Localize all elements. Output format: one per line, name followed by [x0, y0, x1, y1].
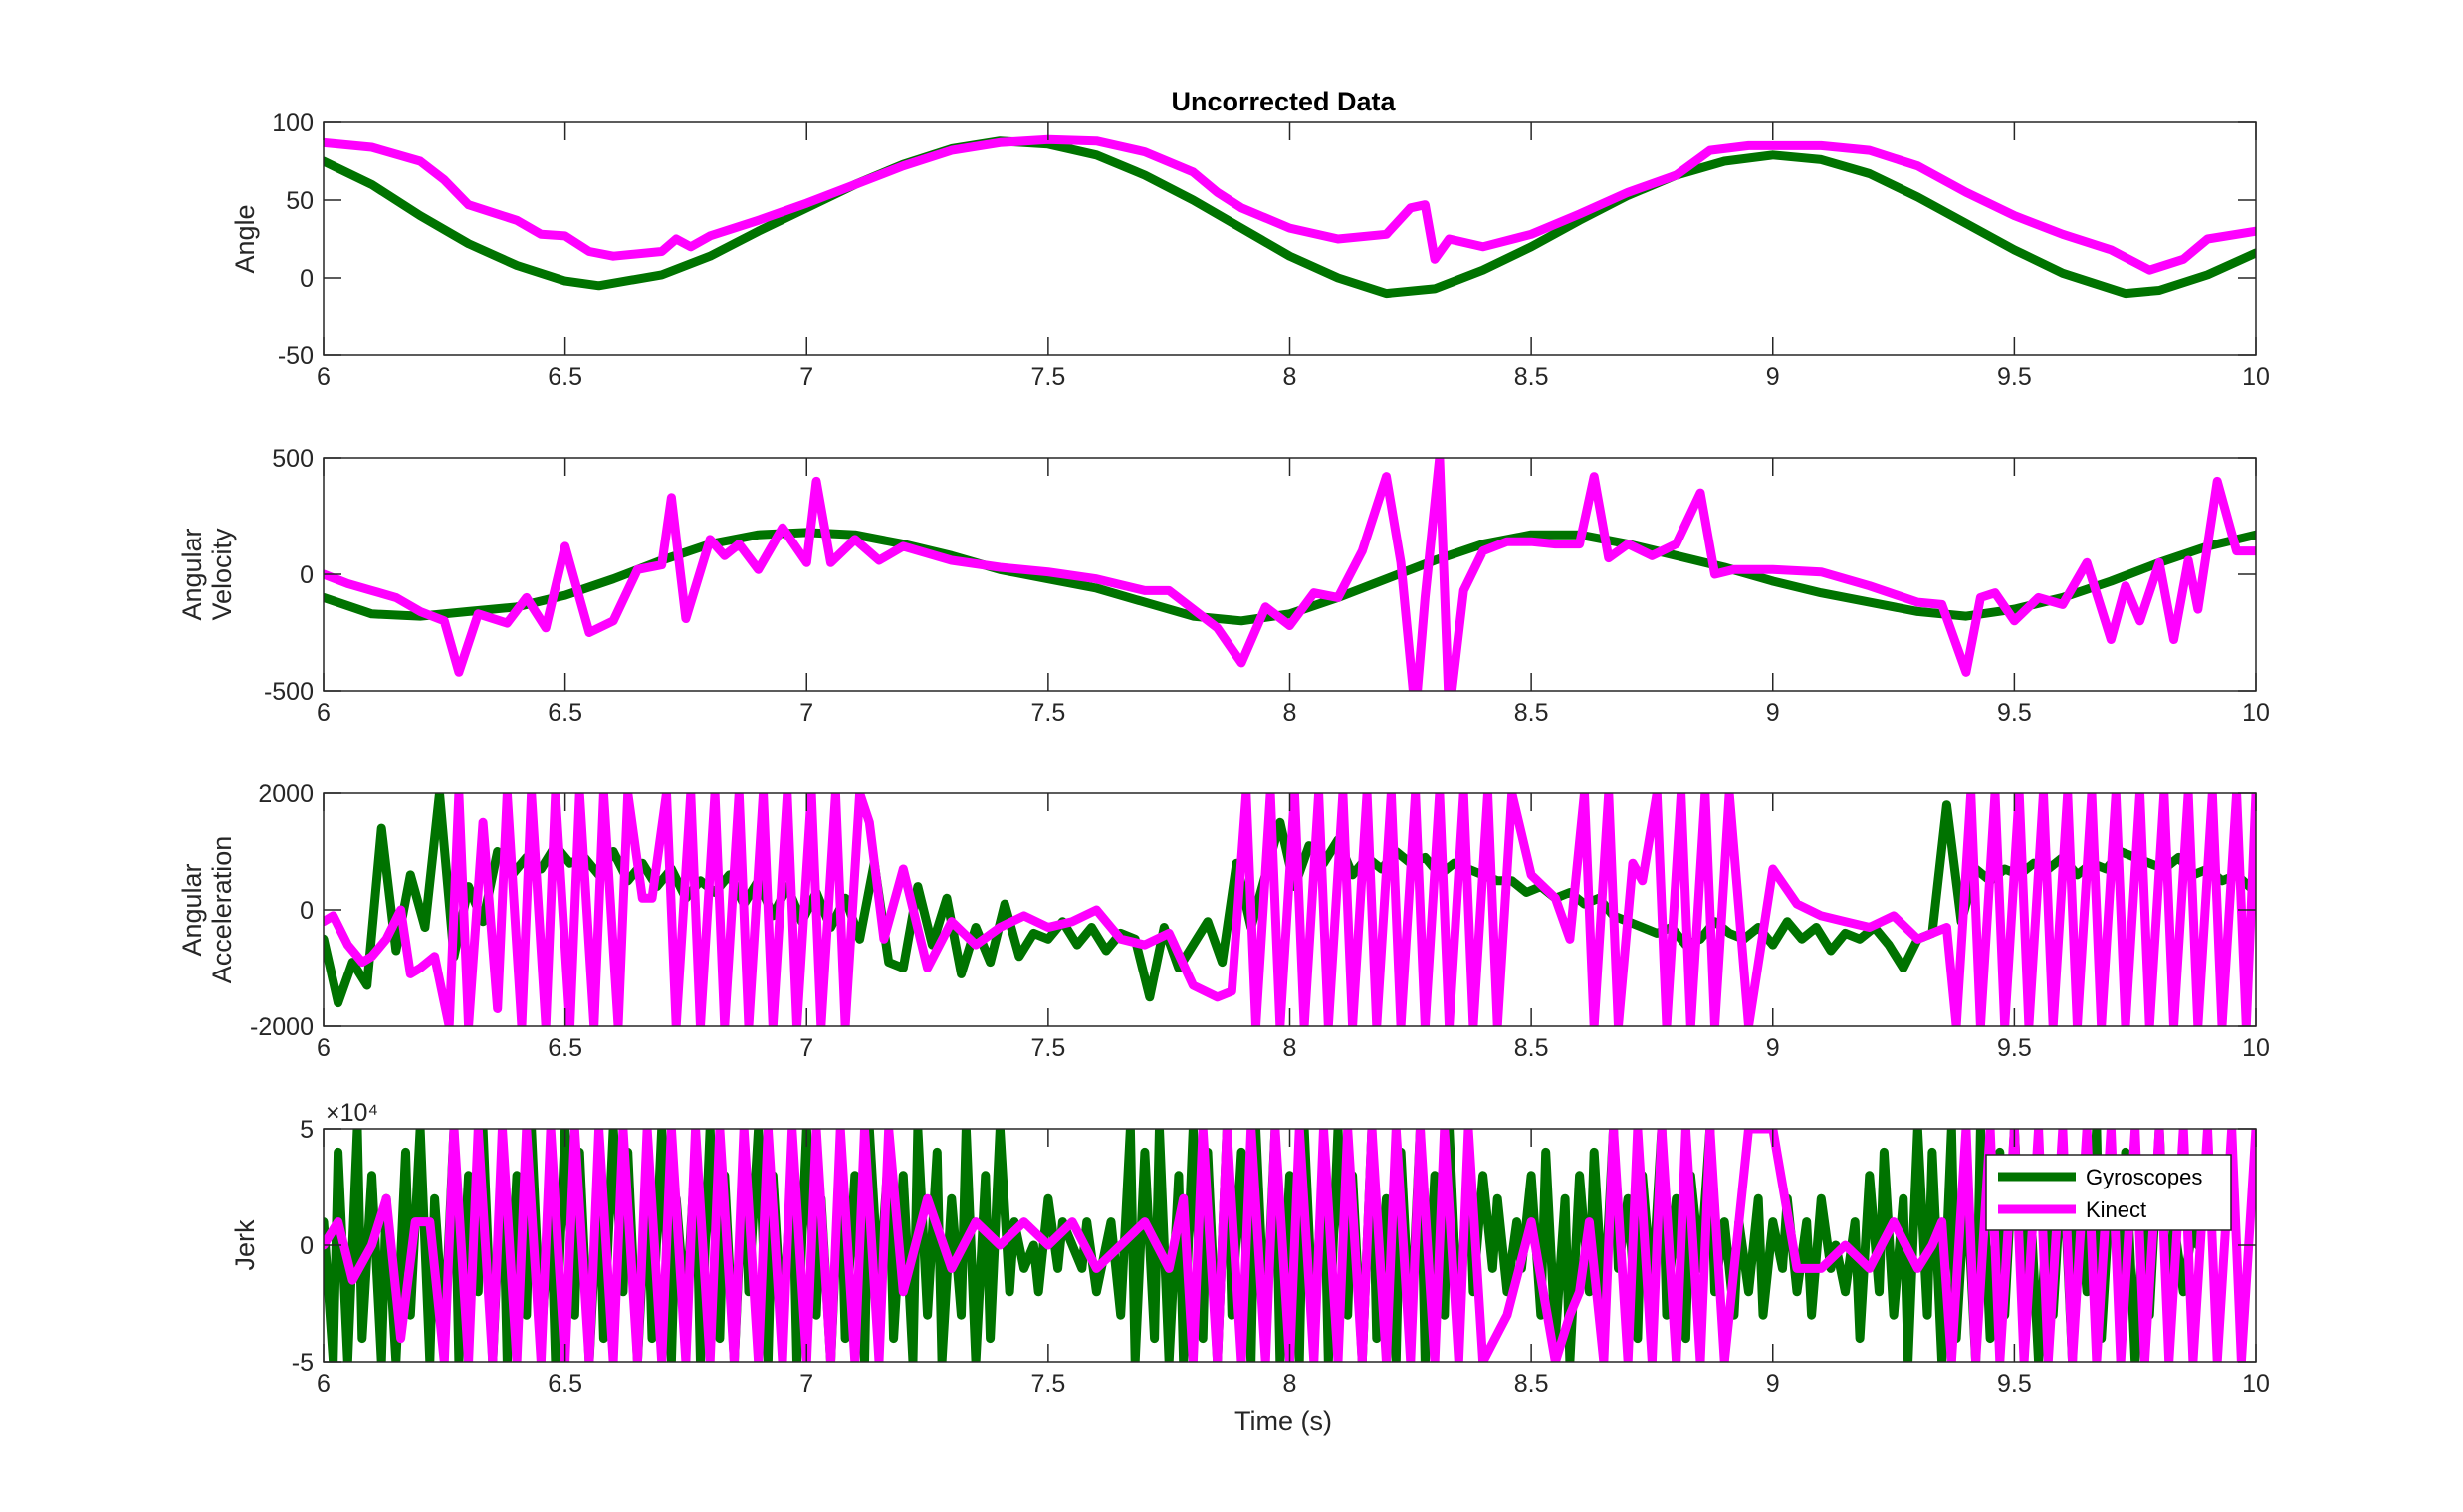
x-tick-label: 7.5 [1030, 1034, 1065, 1062]
x-tick-label: 9 [1766, 1370, 1780, 1398]
x-tick-label: 10 [2242, 1370, 2270, 1398]
x-tick-label: 7 [799, 1370, 813, 1398]
y-axis-label: Angular [177, 528, 207, 620]
subplot-1: 6 6.5 7 7.5 8 8.5 9 9.5 10 -50 0 50 100 Angle [230, 109, 2270, 391]
x-tick-label: 6.5 [548, 1370, 582, 1398]
x-tick-label: 9 [1766, 1034, 1780, 1062]
x-tick-label: 8 [1283, 1370, 1297, 1398]
x-tick-label: 6 [317, 699, 331, 727]
x-tick-label: 7.5 [1030, 363, 1065, 391]
x-axis-label: Time (s) [1234, 1406, 1332, 1436]
x-tick-label: 6 [317, 1370, 331, 1398]
series-line-kinect [324, 793, 2256, 1026]
x-tick-label: 9 [1766, 699, 1780, 727]
x-tick-label: 10 [2242, 1034, 2270, 1062]
x-tick-label: 8.5 [1514, 1034, 1549, 1062]
x-tick-label: 7.5 [1030, 1370, 1065, 1398]
x-tick-label: 8.5 [1514, 1370, 1549, 1398]
subplot-3: 6 6.5 7 7.5 8 8.5 9 9.5 10 -2000 0 2000 Angular Accel… [177, 780, 2270, 1062]
y-tick-label: -2000 [250, 1013, 314, 1041]
subplot-2: 6 6.5 7 7.5 8 8.5 9 9.5 10 -500 0 500 Angular Velocit… [177, 445, 2270, 727]
x-tick-label: 9.5 [1997, 363, 2032, 391]
x-tick-label: 6.5 [548, 1034, 582, 1062]
legend-label-gyroscopes: Gyroscopes [2086, 1165, 2202, 1189]
y-tick-label: -5 [292, 1349, 314, 1377]
legend-box [1985, 1154, 2232, 1231]
x-tick-label: 9 [1766, 363, 1780, 391]
x-tick-label: 8 [1283, 699, 1297, 727]
y-axis-label: Jerk [230, 1219, 260, 1271]
y-tick-label: 0 [300, 265, 314, 293]
x-tick-label: 6 [317, 363, 331, 391]
legend-label-kinect: Kinect [2086, 1197, 2146, 1222]
x-tick-label: 9.5 [1997, 699, 2032, 727]
x-tick-label: 6.5 [548, 699, 582, 727]
x-tick-label: 6 [317, 1034, 331, 1062]
x-tick-label: 7 [799, 363, 813, 391]
y-tick-label: 2000 [258, 780, 314, 808]
series-line-gyroscopes [324, 136, 2256, 299]
x-tick-label: 7 [799, 1034, 813, 1062]
y-axis-exponent: ×10⁴ [326, 1099, 378, 1127]
y-tick-label: 5 [300, 1116, 314, 1144]
x-tick-label: 8.5 [1514, 363, 1549, 391]
legend: Gyroscopes Kinect [1985, 1154, 2232, 1231]
x-tick-label: 7.5 [1030, 699, 1065, 727]
x-tick-label: 9.5 [1997, 1034, 2032, 1062]
y-axis-label: Angle [230, 204, 260, 273]
x-tick-label: 10 [2242, 363, 2270, 391]
series-line-kinect [324, 1129, 2256, 1362]
x-tick-label: 8 [1283, 363, 1297, 391]
series-line-kinect [324, 134, 2256, 275]
x-tick-label: 9.5 [1997, 1370, 2032, 1398]
y-tick-label: 0 [300, 897, 314, 925]
y-tick-label: 100 [272, 109, 314, 137]
y-tick-label: -500 [264, 678, 314, 706]
x-tick-label: 10 [2242, 699, 2270, 727]
chart-title: Uncorrected Data [1171, 87, 1396, 116]
subplot-4: 6 6.5 7 7.5 8 8.5 9 9.5 10 -5 0 5 Jerk ×10⁴ [230, 1099, 2270, 1398]
y-tick-label: 0 [300, 1232, 314, 1260]
y-tick-label: 50 [286, 187, 314, 215]
x-tick-label: 7 [799, 699, 813, 727]
series-line-kinect [324, 458, 2256, 691]
plot-area [324, 458, 2256, 691]
y-axis-label: Acceleration [207, 836, 237, 984]
y-tick-label: 500 [272, 445, 314, 473]
plot-area [324, 122, 2256, 355]
y-axis-label: Angular [177, 863, 207, 956]
y-tick-label: -50 [278, 342, 314, 370]
y-axis-label: Velocity [207, 528, 237, 621]
y-tick-label: 0 [300, 561, 314, 589]
x-tick-label: 8.5 [1514, 699, 1549, 727]
x-tick-label: 6.5 [548, 363, 582, 391]
x-tick-label: 8 [1283, 1034, 1297, 1062]
